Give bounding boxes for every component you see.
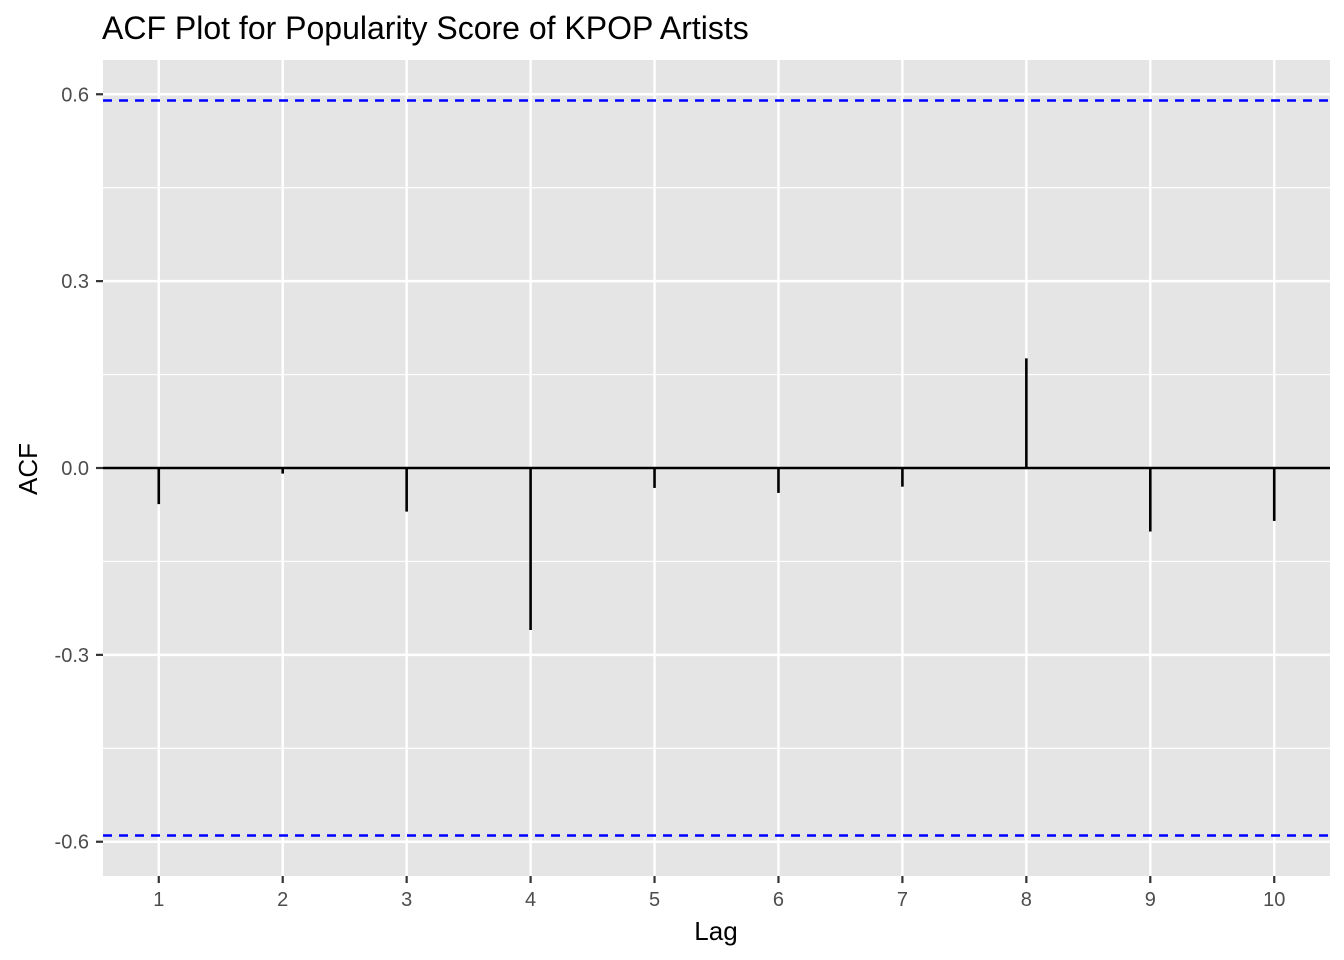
y-axis-ticks: -0.6 -0.3 0.0 0.3 0.6 [55, 84, 103, 854]
y-tick-label: 0.6 [61, 84, 89, 106]
y-tick-label: -0.6 [55, 832, 89, 854]
x-tick-label: 1 [153, 889, 164, 911]
y-tick-label: 0.0 [61, 458, 89, 480]
acf-stems [157, 358, 1276, 630]
x-tick-label: 5 [649, 889, 660, 911]
grid-minor [103, 187, 1330, 749]
x-tick-label: 9 [1145, 889, 1156, 911]
chart-title: ACF Plot for Popularity Score of KPOP Ar… [102, 10, 749, 46]
x-axis-ticks: 1 2 3 4 5 6 7 8 9 10 [153, 876, 1285, 911]
x-tick-label: 4 [525, 889, 536, 911]
y-tick-label: 0.3 [61, 271, 89, 293]
x-tick-label: 3 [401, 889, 412, 911]
x-tick-label: 7 [897, 889, 908, 911]
x-tick-label: 10 [1263, 889, 1285, 911]
x-tick-label: 8 [1021, 889, 1032, 911]
y-tick-label: -0.3 [55, 645, 89, 667]
confidence-lines [103, 99, 1330, 837]
y-axis-title: ACF [13, 443, 43, 495]
x-tick-label: 6 [773, 889, 784, 911]
x-tick-label: 2 [277, 889, 288, 911]
x-axis-title: Lag [694, 916, 737, 946]
